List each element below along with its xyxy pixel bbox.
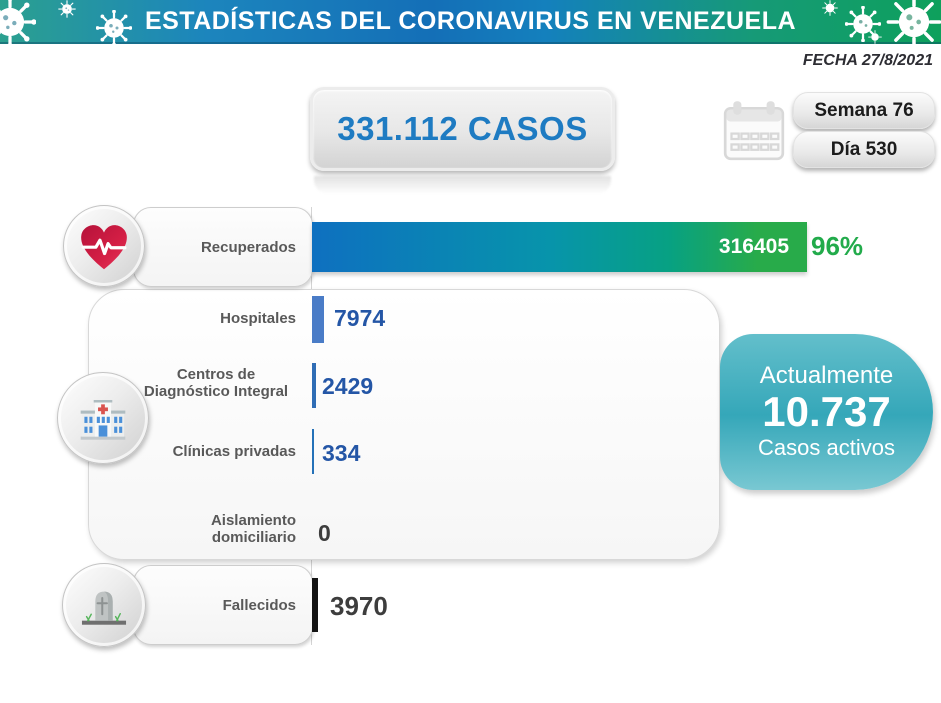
total-cases-value: 331.112 CASOS (337, 110, 588, 147)
row-label-clinicas: Clínicas privadas (172, 443, 296, 460)
hospital-icon (57, 372, 149, 464)
virus-icon (822, 0, 838, 16)
row-label: Recuperados (200, 238, 296, 256)
heart-ecg-icon (63, 205, 145, 287)
virus-icon (886, 0, 941, 50)
total-cases-reflection (314, 176, 611, 194)
row-label-aislamiento: Aislamiento domiciliario (210, 512, 296, 546)
value-clinicas: 334 (322, 440, 361, 466)
date-label: FECHA 27/8/2021 (802, 52, 933, 69)
label-box-recuperados: Recuperados (133, 207, 313, 287)
row-label-hospitales: Hospitales (220, 310, 296, 327)
bar-fallecidos (312, 578, 319, 632)
active-cases-caption: Actualmente (759, 361, 894, 389)
bar-value: 316405 (718, 235, 789, 258)
bar-cdi (312, 363, 316, 408)
bar-hospitales (312, 296, 325, 343)
hospitalization-panel (88, 289, 720, 560)
recovered-percent: 96% (811, 231, 864, 261)
active-cases-subcaption: Casos activos (758, 435, 895, 461)
virus-icon (868, 30, 882, 44)
value-cdi: 2429 (322, 373, 374, 399)
active-cases-value: 10.737 (762, 387, 891, 435)
virus-icon (845, 6, 881, 42)
value-aislamiento: 0 (318, 520, 331, 546)
bar-clinicas (312, 429, 314, 474)
day-badge-label: Día 530 (830, 138, 898, 160)
tombstone-icon (62, 563, 146, 647)
label-box-fallecidos: Fallecidos (133, 565, 313, 645)
virus-icon (58, 0, 76, 18)
header-banner: ESTADÍSTICAS DEL CORONAVIRUS EN VENEZUEL… (0, 0, 941, 50)
virus-icon (0, 0, 36, 48)
calendar-icon (718, 94, 790, 166)
virus-icon (96, 10, 132, 46)
page-title: ESTADÍSTICAS DEL CORONAVIRUS EN VENEZUEL… (144, 6, 797, 35)
total-cases-box: 331.112 CASOS (310, 87, 615, 171)
value-fallecidos: 3970 (330, 591, 388, 621)
row-label-cdi: Centros de Diagnóstico Integral (143, 366, 289, 400)
row-label: Fallecidos (222, 596, 296, 614)
active-cases-badge: Actualmente 10.737 Casos activos (720, 334, 933, 490)
value-hospitales: 7974 (334, 305, 386, 331)
week-badge: Semana 76 (793, 92, 935, 129)
day-badge: Día 530 (793, 131, 935, 168)
bar-recuperados: 316405 (312, 222, 807, 272)
week-badge-label: Semana 76 (814, 99, 914, 121)
